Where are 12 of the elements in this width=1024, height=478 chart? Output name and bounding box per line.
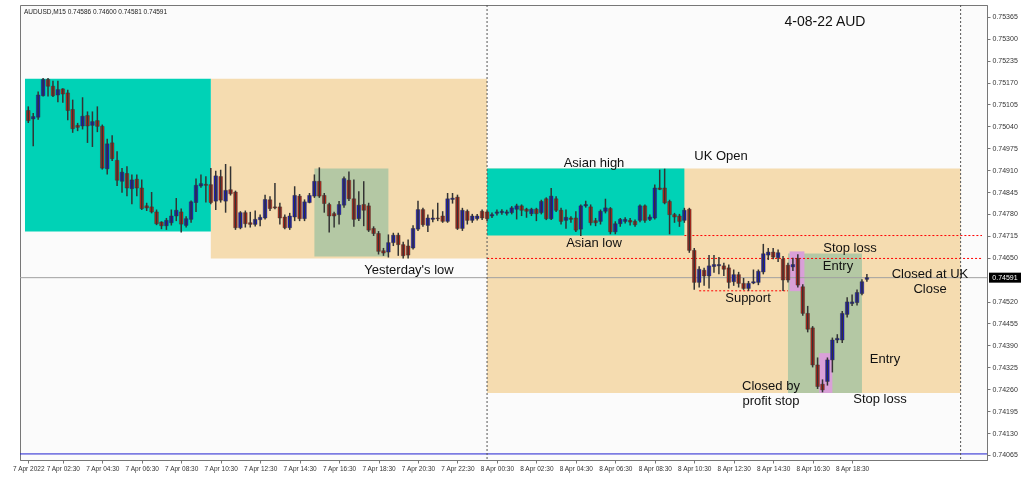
annotation: Support xyxy=(725,290,772,305)
annotation: Asian low xyxy=(566,235,623,250)
annotation: Asian high xyxy=(563,155,625,170)
annotation: Stop loss xyxy=(823,240,878,255)
annotation: Entry xyxy=(869,351,901,366)
annotation: Stop loss xyxy=(853,391,908,406)
annotation: Yesterday's low xyxy=(364,262,455,277)
annotation: Closed at UK Close xyxy=(891,266,969,296)
annotation: Entry xyxy=(822,258,854,273)
text: 4-08-22 AUD xyxy=(784,13,866,29)
annotation: Closed by profit stop xyxy=(742,378,801,408)
annotation: UK Open xyxy=(694,148,748,163)
